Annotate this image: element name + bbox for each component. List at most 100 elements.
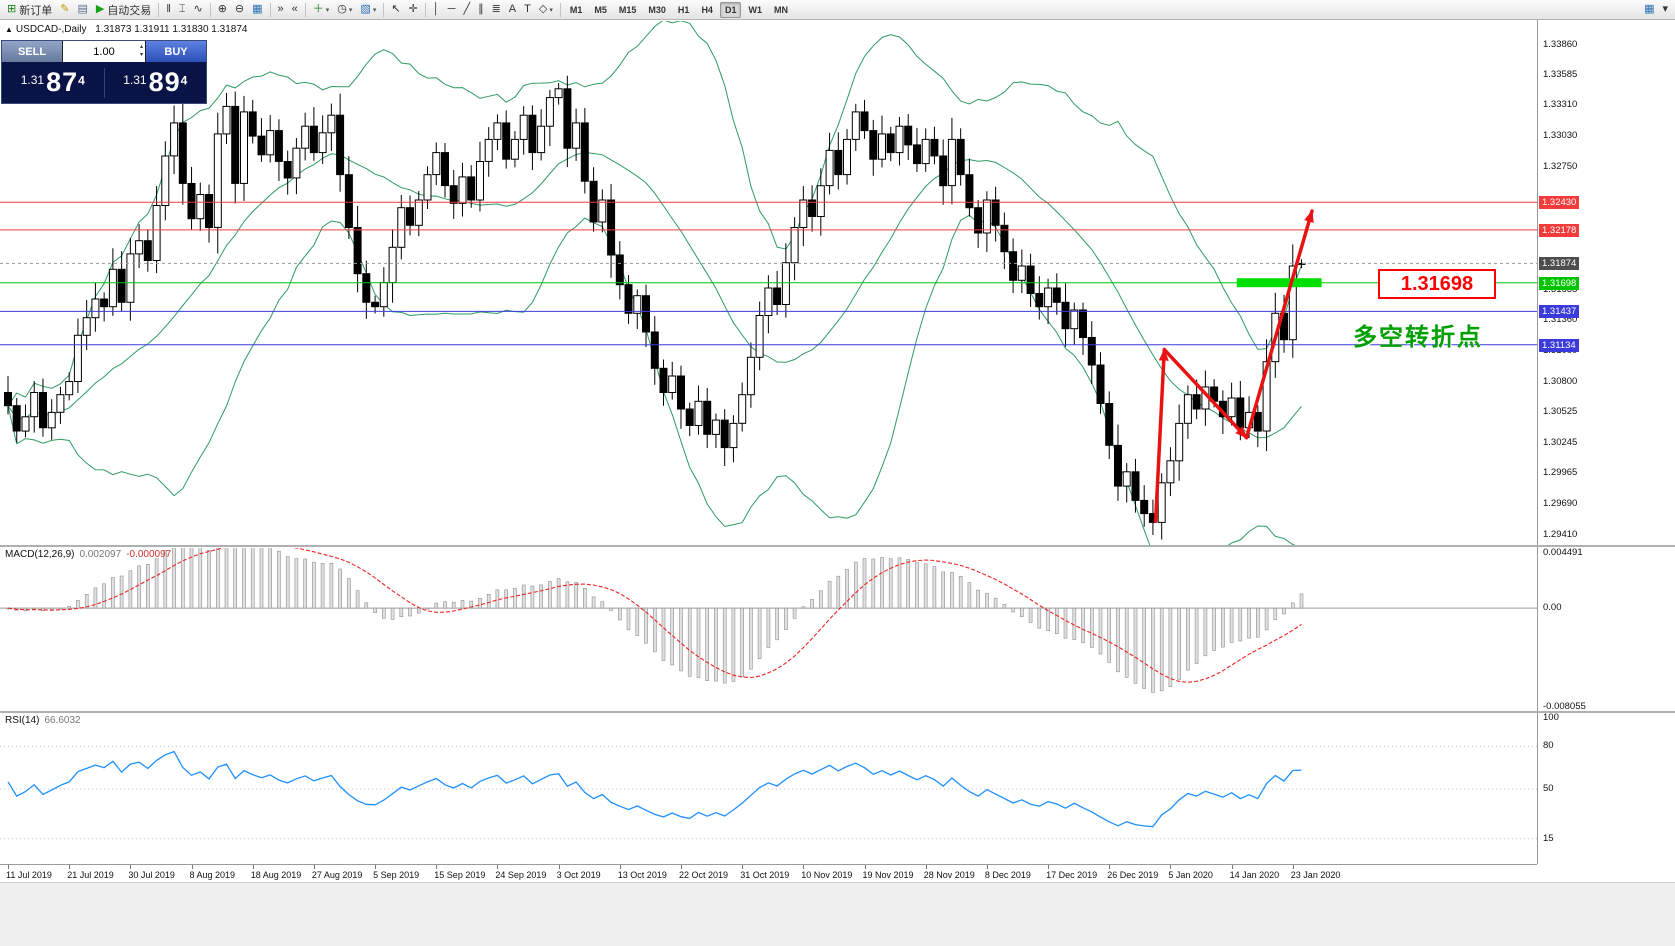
price-tick: 1.32750 xyxy=(1543,161,1578,172)
date-axis[interactable]: 11 Jul 2019 21 Jul 2019 30 Jul 2019 8 Aug 2… xyxy=(0,864,1537,882)
sell-button[interactable]: SELL xyxy=(2,41,62,62)
buy-price: 1.31894 xyxy=(123,67,188,97)
tile-windows-icon: ▦ xyxy=(252,3,263,15)
price-tick: 1.33585 xyxy=(1543,69,1578,81)
timeframe-h4-button[interactable]: H4 xyxy=(701,4,713,15)
shapes-icon: ◇ xyxy=(538,3,548,15)
line-chart-icon: ∿ xyxy=(193,3,203,15)
date-tick xyxy=(69,865,71,869)
macd-label: MACD(12,26,9) 0.002097 -0.000097 xyxy=(5,549,172,560)
new-chart-icon: ▦ xyxy=(1644,3,1655,15)
date-label: 8 Aug 2019 xyxy=(189,870,236,880)
channel-icon: ∥ xyxy=(478,3,484,15)
chart-list-button[interactable]: ▾ xyxy=(1659,1,1671,18)
indicators-icon: ＋ xyxy=(312,3,324,15)
toolbar-separator xyxy=(209,2,211,17)
line-chart-button[interactable]: ∿ xyxy=(190,1,205,18)
date-label: 26 Dec 2019 xyxy=(1107,870,1159,880)
fibonacci-button[interactable]: ≣ xyxy=(489,1,504,18)
timeframe-m5-button[interactable]: M5 xyxy=(594,4,607,15)
channel-button[interactable]: ∥ xyxy=(475,1,487,18)
text-button[interactable]: A xyxy=(506,1,519,18)
vertical-line-button[interactable]: │ xyxy=(430,1,443,18)
date-tick xyxy=(1231,865,1233,869)
buy-button[interactable]: BUY xyxy=(146,41,206,62)
new-order-button-label: 新订单 xyxy=(19,4,53,17)
ohlc-bars-icon: ‖ xyxy=(166,3,171,15)
templates-button[interactable]: ▧ ▾ xyxy=(357,1,379,18)
price-level-tag: 1.31134 xyxy=(1539,338,1579,352)
chevron-down-icon: ▾ xyxy=(549,6,553,14)
volume-down-icon[interactable]: ▾ xyxy=(139,52,143,58)
date-tick xyxy=(558,865,560,869)
timeframe-m1-button[interactable]: M1 xyxy=(569,4,583,15)
crosshair-icon: ✛ xyxy=(408,3,418,15)
ohlc-bars-button[interactable]: ‖ xyxy=(163,1,174,18)
date-tick xyxy=(313,865,315,869)
rsi-tick: 50 xyxy=(1543,783,1554,794)
price-tick: 1.31360 xyxy=(1543,313,1578,325)
price-tick: 1.29410 xyxy=(1543,528,1578,540)
chart-list-icon: ▾ xyxy=(1662,3,1668,15)
date-label: 31 Oct 2019 xyxy=(740,870,790,880)
autotrade-button[interactable]: ▶ 自动交易 xyxy=(93,1,154,18)
fibonacci-icon: ≣ xyxy=(491,3,501,15)
date-tick xyxy=(742,865,744,869)
date-tick xyxy=(252,865,254,869)
horizontal-line-icon: ─ xyxy=(447,3,456,15)
timeframe-mn-button[interactable]: MN xyxy=(773,4,788,15)
volume-stepper[interactable]: ▴ ▾ xyxy=(140,43,143,59)
timeframe-m30-button[interactable]: M30 xyxy=(648,4,666,15)
rsi-pane-separator[interactable] xyxy=(0,711,1675,713)
profiles-icon: ▤ xyxy=(77,3,88,15)
horizontal-level-lines[interactable] xyxy=(0,201,1537,346)
support-highlight-rect[interactable] xyxy=(1236,278,1322,288)
profiles-button[interactable]: ▤ xyxy=(74,1,90,18)
timeframe-d1-button[interactable]: D1 xyxy=(719,1,742,18)
price-level-annotation[interactable]: 1.31698 xyxy=(1378,269,1496,299)
chart-title: ▲ USDCAD-,Daily 1.31873 1.31911 1.31830 1… xyxy=(5,24,247,35)
periods-button[interactable]: ◷ ▾ xyxy=(334,1,355,18)
volume-up-icon[interactable]: ▴ xyxy=(139,44,143,50)
price-level-tag: 1.31698 xyxy=(1539,276,1580,290)
rsi-tick: 80 xyxy=(1543,740,1554,752)
timeframe-h1-button[interactable]: H1 xyxy=(677,4,690,15)
timeframe-m15-button[interactable]: M15 xyxy=(618,4,637,15)
templates-icon: ▧ xyxy=(360,3,371,15)
metaeditor-button[interactable]: ✎ xyxy=(57,1,72,18)
crosshair-button[interactable]: ✛ xyxy=(406,1,421,18)
cursor-button[interactable]: ↖ xyxy=(388,1,403,18)
date-tick xyxy=(681,865,682,869)
macd-pane-separator[interactable] xyxy=(0,545,1675,547)
rsi-tick: 15 xyxy=(1543,832,1554,844)
auto-scroll-button[interactable]: » xyxy=(275,1,287,18)
trend-arrows[interactable] xyxy=(1153,209,1314,524)
indicators-button[interactable]: ＋ ▾ xyxy=(310,1,333,18)
chart-shift-button[interactable]: « xyxy=(289,1,301,18)
date-label: 18 Aug 2019 xyxy=(250,870,302,880)
timeframe-w1-button[interactable]: W1 xyxy=(748,4,762,15)
candlestick-chart-button[interactable]: ⌶ xyxy=(176,1,189,18)
date-label: 24 Sep 2019 xyxy=(495,870,547,880)
price-tick: 1.29965 xyxy=(1543,467,1578,479)
date-tick xyxy=(1109,865,1111,869)
date-label: 22 Oct 2019 xyxy=(679,870,729,880)
zoom-in-button[interactable]: ⊕ xyxy=(215,1,230,18)
toolbar-separator xyxy=(383,2,385,17)
volume-field[interactable]: 1.00 ▴ ▾ xyxy=(62,41,146,62)
date-label: 15 Sep 2019 xyxy=(434,870,486,880)
text-label-button[interactable]: T xyxy=(521,1,534,18)
tile-windows-button[interactable]: ▦ xyxy=(249,1,265,18)
chart-shift-icon: « xyxy=(291,3,298,15)
macd-histogram xyxy=(6,548,1304,693)
new-chart-button[interactable]: ▦ xyxy=(1641,1,1657,18)
shapes-button[interactable]: ◇ ▾ xyxy=(536,1,556,18)
horizontal-line-button[interactable]: ─ xyxy=(445,1,459,18)
new-order-button[interactable]: ⊞ 新订单 xyxy=(4,1,55,18)
zoom-out-button[interactable]: ⊖ xyxy=(232,1,247,18)
date-tick xyxy=(1170,865,1172,869)
turning-point-annotation[interactable]: 多空转折点 xyxy=(1353,324,1483,351)
price-scale-axis[interactable]: 1.33860 1.33585 1.33310 1.33030 1.32750 1.316… xyxy=(1537,20,1675,864)
trendline-button[interactable]: ╱ xyxy=(460,1,473,18)
